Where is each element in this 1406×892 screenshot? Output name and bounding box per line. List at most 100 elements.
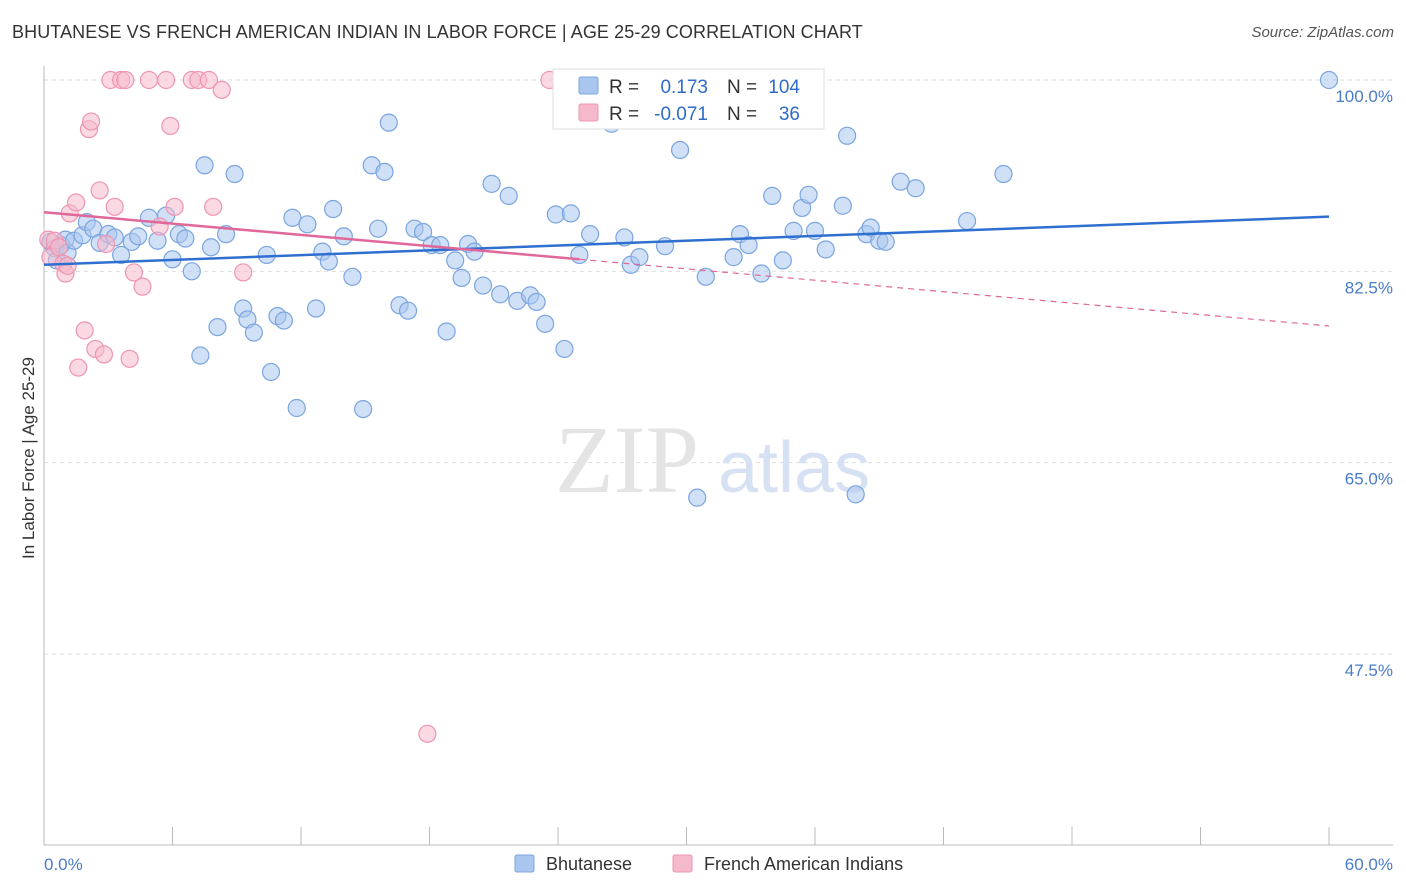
legend-n-value-1: 36 — [779, 104, 800, 125]
point-0-72 — [570, 245, 589, 265]
point-0-104 — [1319, 70, 1339, 90]
watermark-zip: ZIP — [555, 406, 699, 513]
point-1-26 — [161, 116, 180, 136]
point-0-103 — [994, 164, 1013, 184]
point-0-13 — [111, 245, 131, 265]
point-1-14 — [94, 345, 114, 364]
point-0-90 — [799, 185, 818, 204]
point-0-42 — [324, 199, 343, 219]
point-0-62 — [482, 174, 501, 193]
point-0-48 — [375, 162, 394, 181]
point-0-67 — [527, 292, 546, 312]
legend-swatch-french-american-indians — [578, 103, 599, 122]
chart-source: Source: ZipAtlas.com — [1251, 24, 1394, 41]
point-0-86 — [763, 186, 782, 205]
chart-title: BHUTANESE VS FRENCH AMERICAN INDIAN IN L… — [12, 22, 863, 42]
gridlines — [44, 79, 1393, 655]
point-0-100 — [891, 172, 910, 191]
series-bhutanese-points — [41, 70, 1339, 507]
y-tick-labels: 100.0% 82.5% 65.0% 47.5% — [1335, 87, 1393, 680]
point-0-33 — [261, 362, 281, 382]
point-1-30 — [199, 70, 219, 90]
point-0-56 — [437, 322, 456, 341]
point-0-92 — [816, 240, 835, 259]
point-0-22 — [182, 262, 201, 281]
series-legend: Bhutanese French American Indians — [514, 854, 903, 874]
point-0-85 — [752, 264, 771, 283]
point-1-32 — [212, 80, 231, 99]
point-1-13 — [90, 181, 109, 200]
point-1-21 — [124, 263, 144, 282]
x-tick-label-right: 60.0% — [1345, 855, 1393, 874]
point-0-70 — [555, 339, 574, 359]
point-0-21 — [176, 229, 195, 248]
point-1-33 — [234, 263, 253, 282]
point-1-34 — [69, 358, 88, 377]
y-axis-label: In Labor Force | Age 25-29 — [19, 357, 38, 559]
point-0-93 — [833, 196, 852, 215]
x-tick-labels: 0.0% 60.0% — [44, 855, 1393, 874]
point-0-82 — [724, 248, 743, 267]
point-1-35 — [418, 724, 437, 743]
point-0-45 — [354, 399, 373, 419]
point-0-94 — [838, 126, 857, 145]
point-0-36 — [283, 208, 302, 227]
legend-r-value-1: -0.071 — [654, 104, 708, 125]
point-0-26 — [208, 317, 227, 337]
watermark: ZIP atlas — [555, 406, 870, 513]
point-0-99 — [876, 232, 895, 251]
point-1-22 — [133, 277, 152, 296]
trend-line-0 — [43, 215, 1330, 267]
point-0-24 — [195, 156, 214, 175]
point-0-68 — [536, 314, 555, 333]
point-0-87 — [773, 251, 792, 270]
point-0-23 — [191, 346, 210, 365]
legend-n-label-1: N = — [727, 104, 757, 125]
point-0-69 — [546, 205, 565, 224]
point-1-27 — [165, 197, 184, 216]
point-0-47 — [369, 219, 388, 238]
point-0-31 — [244, 323, 263, 342]
point-0-53 — [413, 222, 433, 242]
trend-extension-1 — [579, 258, 1330, 327]
point-0-25 — [201, 238, 221, 257]
point-1-31 — [204, 197, 223, 216]
y-tick-label-1: 82.5% — [1345, 278, 1393, 297]
point-0-64 — [499, 186, 518, 205]
point-0-38 — [298, 215, 317, 234]
point-0-35 — [274, 311, 293, 330]
point-0-44 — [343, 267, 362, 286]
bottom-legend-swatch-french-american-indians — [672, 854, 693, 873]
legend-swatch-bhutanese — [578, 76, 599, 95]
point-0-39 — [306, 299, 326, 318]
point-0-43 — [334, 227, 353, 246]
x-tick-label-left: 0.0% — [44, 855, 83, 874]
point-0-73 — [581, 225, 600, 244]
point-0-63 — [491, 285, 510, 304]
point-0-84 — [739, 235, 758, 255]
legend-n-label-0: N = — [727, 77, 757, 98]
trend-lines — [43, 211, 1330, 327]
point-0-97 — [861, 218, 880, 237]
legend-r-label-1: R = — [609, 104, 639, 125]
point-0-81 — [696, 267, 715, 286]
y-tick-label-3: 47.5% — [1345, 661, 1393, 680]
point-0-102 — [957, 211, 977, 231]
legend-r-label-0: R = — [609, 77, 639, 98]
point-0-61 — [473, 276, 493, 295]
bottom-legend-swatch-bhutanese — [514, 854, 535, 873]
point-0-95 — [846, 485, 865, 504]
point-0-49 — [379, 113, 398, 132]
axes — [43, 66, 1393, 846]
point-0-37 — [287, 398, 306, 418]
bottom-legend-label-french-american-indians: French American Indians — [704, 854, 903, 874]
point-0-80 — [688, 488, 707, 507]
point-0-51 — [398, 301, 418, 320]
point-0-15 — [129, 227, 148, 246]
point-0-71 — [561, 204, 580, 223]
legend-r-value-0: 0.173 — [660, 77, 708, 98]
point-0-101 — [906, 179, 925, 198]
point-0-79 — [670, 140, 690, 160]
legend-n-value-0: 104 — [768, 77, 800, 98]
